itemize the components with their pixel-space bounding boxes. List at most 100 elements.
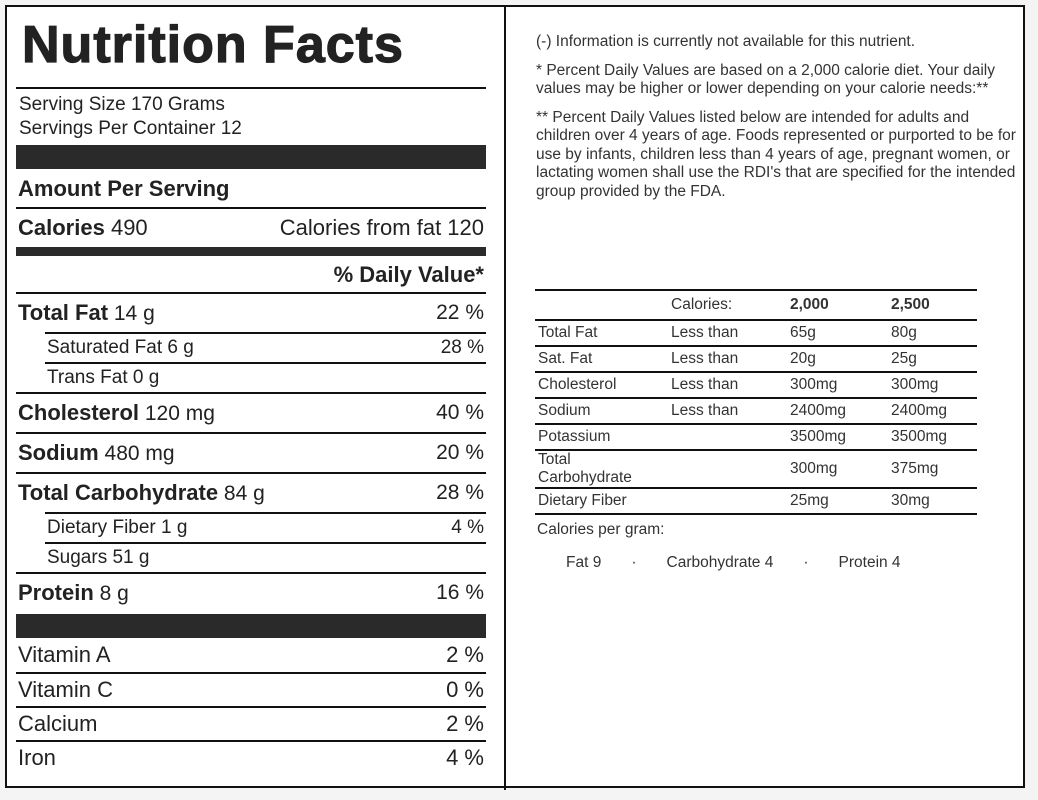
thick-divider — [16, 145, 486, 169]
nutrient-amount: 14 g — [113, 302, 155, 325]
table-cell — [668, 450, 787, 488]
table-cell: Potassium — [538, 428, 611, 445]
nutrient-amount: 6 g — [167, 337, 194, 358]
vitamin-name: Vitamin C — [18, 677, 113, 702]
table-cell: Sodium — [538, 402, 591, 419]
calories: Calories 490 — [18, 215, 148, 241]
table-cell: 25g — [891, 350, 917, 367]
serving-size: Serving Size 170 Grams — [19, 94, 225, 115]
table-cell: 375mg — [891, 460, 939, 477]
nutrient-name: Sugars — [47, 547, 108, 568]
table-cell: Total Carbohydrate — [538, 451, 632, 486]
nutrient-amount: 51 g — [112, 547, 150, 568]
nutrient-name: Total Fat — [18, 300, 109, 325]
nutrient-daily-value: 20 % — [436, 441, 484, 464]
table-cell: Dietary Fiber — [538, 492, 627, 509]
nutrient-amount: 0 g — [132, 367, 160, 388]
daily-value-header: % Daily Value* — [333, 262, 484, 287]
footnotes: (-) Information is currently not availab… — [536, 33, 1021, 211]
table-cell: 300mg — [790, 460, 838, 477]
nutrient-row: Cholesterol 120 mg 40 % — [16, 392, 486, 432]
vitamin-name: Vitamin A — [18, 642, 111, 667]
table-row: Sodium Less than 2400mg 2400mg — [535, 398, 977, 424]
nutrient-amount: 120 mg — [144, 402, 215, 425]
table-row: Total Carbohydrate 300mg 375mg — [535, 450, 977, 488]
nutrient-daily-value: 28 % — [440, 337, 484, 358]
table-cell: Less than — [671, 376, 739, 393]
divider — [16, 207, 486, 209]
vitamin-list: Vitamin A 2 % Vitamin C 0 % Calcium 2 % Iron 4 … — [16, 638, 486, 774]
table-cell: 300mg — [790, 376, 838, 393]
table-cell — [668, 424, 787, 450]
calories-from-fat: Calories from fat 120 — [279, 215, 484, 240]
nutrient-name: Total Carbohydrate — [18, 480, 219, 505]
table-header: Calories: 2,000 2,500 — [535, 290, 977, 320]
nutrient-list: Total Fat 14 g 22 % Saturated Fat 6 g 28 % T… — [16, 292, 486, 612]
nutrient-name: Trans Fat — [47, 367, 128, 388]
table-row: Sat. Fat Less than 20g 25g — [535, 346, 977, 372]
nutrient-daily-value: 22 % — [436, 301, 484, 324]
table-row: Dietary Fiber 25mg 30mg — [535, 488, 977, 514]
nutrient-row: Protein 8 g 16 % — [16, 572, 486, 612]
table-cell: Sat. Fat — [538, 350, 593, 367]
medium-divider — [16, 247, 486, 256]
vitamin-row: Iron 4 % — [16, 740, 486, 774]
table-cell: Less than — [671, 402, 739, 419]
label-title: Nutrition Facts — [21, 15, 404, 74]
nutrient-daily-value: 28 % — [436, 481, 484, 504]
table-cell: 20g — [790, 350, 816, 367]
table-cell: 300mg — [891, 376, 939, 393]
nutrient-amount: 84 g — [223, 482, 265, 505]
nutrient-name: Cholesterol — [18, 400, 140, 425]
table-cell: 30mg — [891, 492, 930, 509]
nutrient-daily-value: 40 % — [436, 401, 484, 424]
table-cell: Less than — [671, 350, 739, 367]
nutrient-name: Saturated Fat — [47, 337, 163, 358]
nutrient-name: Protein — [18, 580, 94, 605]
calories-per-gram-items: Fat 9 · Carbohydrate 4 · Protein 4 — [566, 554, 901, 572]
table-cell: 2400mg — [891, 402, 948, 419]
nutrient-row: Total Fat 14 g 22 % — [16, 292, 486, 332]
table-cell: Total Fat — [538, 324, 598, 341]
thick-divider — [16, 614, 486, 638]
nutrient-amount: 480 mg — [104, 442, 175, 465]
daily-value-table: Calories: 2,000 2,500 Total Fat Less than… — [535, 289, 977, 515]
nutrient-daily-value: 4 % — [451, 517, 484, 538]
nutrient-name-amount: Dietary Fiber 1 g — [47, 517, 187, 539]
vitamin-daily-value: 2 % — [446, 711, 484, 736]
vitamin-name: Iron — [18, 745, 56, 770]
nutrient-row: Total Carbohydrate 84 g 28 % — [16, 472, 486, 512]
nutrient-row: Sugars 51 g — [45, 542, 486, 572]
nutrient-name-amount: Total Carbohydrate 84 g — [18, 480, 265, 506]
table-row: Cholesterol Less than 300mg 300mg — [535, 372, 977, 398]
table-cell: 3500mg — [891, 428, 948, 445]
divider — [16, 87, 486, 89]
calories-row: Calories 490 Calories from fat 120 — [16, 209, 486, 247]
vitamin-name: Calcium — [18, 711, 98, 736]
nutrient-name: Sodium — [18, 440, 99, 465]
separator: · — [803, 554, 809, 571]
nutrient-name-amount: Cholesterol 120 mg — [18, 400, 215, 426]
note-intended-for: ** Percent Daily Values listed below are… — [536, 108, 1016, 200]
nutrient-name-amount: Protein 8 g — [18, 580, 129, 606]
vitamin-daily-value: 2 % — [446, 642, 484, 667]
servings-per-container: Servings Per Container 12 — [19, 118, 242, 139]
table-cell: Less than — [671, 324, 739, 341]
vitamin-daily-value: 0 % — [446, 677, 484, 702]
nutrient-name-amount: Sugars 51 g — [47, 547, 149, 569]
nutrient-row: Saturated Fat 6 g 28 % — [45, 332, 486, 362]
table-cell: 80g — [891, 324, 917, 341]
amount-per-serving: Amount Per Serving — [18, 176, 230, 201]
table-cell: Cholesterol — [538, 376, 617, 393]
cpg-protein: Protein 4 — [838, 554, 901, 571]
nutrient-row: Sodium 480 mg 20 % — [16, 432, 486, 472]
vitamin-row: Calcium 2 % — [16, 706, 486, 740]
vitamin-row: Vitamin A 2 % — [16, 638, 486, 672]
nutrient-amount: 8 g — [99, 582, 129, 605]
separator: · — [631, 554, 637, 571]
nutrient-name-amount: Total Fat 14 g — [18, 300, 155, 326]
calories-label: Calories — [18, 215, 105, 240]
table-row: Potassium 3500mg 3500mg — [535, 424, 977, 450]
vitamin-daily-value: 4 % — [446, 745, 484, 770]
nutrient-name-amount: Trans Fat 0 g — [47, 367, 159, 389]
